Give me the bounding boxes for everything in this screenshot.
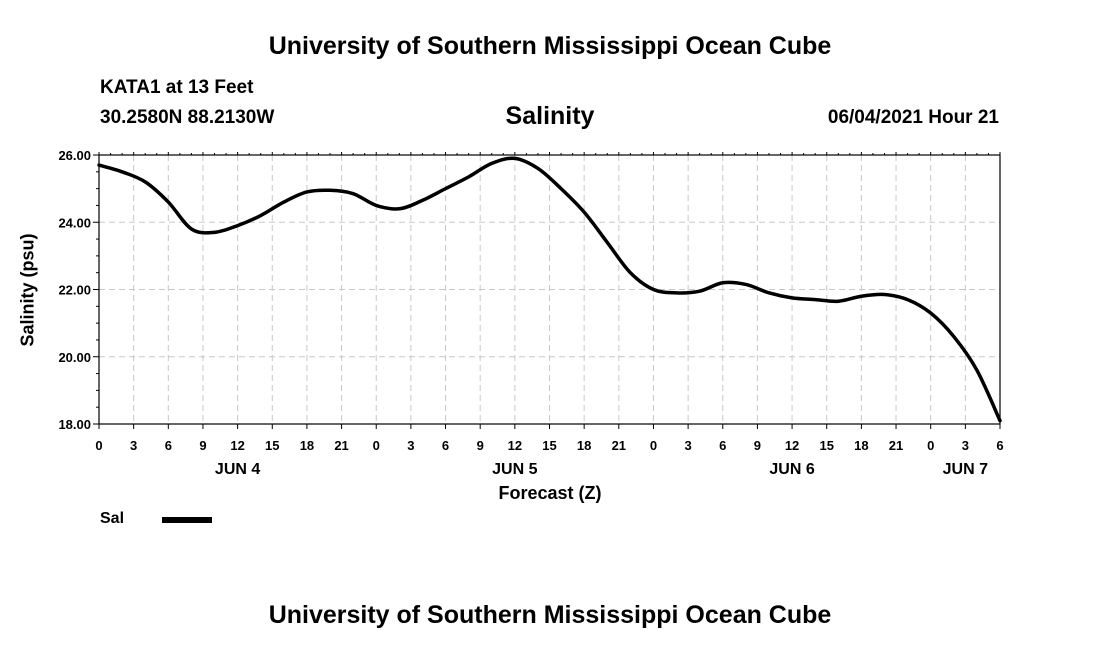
x-tick-label: 12: [785, 438, 799, 453]
x-tick-label: 12: [230, 438, 244, 453]
x-tick-label: 12: [508, 438, 522, 453]
x-tick-label: 18: [577, 438, 591, 453]
x-tick-label: 0: [95, 438, 102, 453]
x-tick-label: 21: [334, 438, 348, 453]
x-tick-label: 9: [754, 438, 761, 453]
x-tick-label: 6: [719, 438, 726, 453]
legend-swatch: [162, 517, 212, 523]
x-tick-label: 15: [819, 438, 833, 453]
station-label: KATA1 at 13 Feet: [100, 77, 254, 98]
series-layer: [97, 156, 1002, 423]
x-tick-label: 15: [265, 438, 279, 453]
x-tick-label: 0: [373, 438, 380, 453]
x-tick-label: 3: [962, 438, 969, 453]
x-tick-label: 15: [542, 438, 556, 453]
y-tick-label: 18.00: [58, 417, 91, 432]
x-axis-label: Forecast (Z): [498, 483, 602, 503]
day-label: JUN 6: [769, 461, 814, 478]
x-tick-label: 3: [684, 438, 691, 453]
x-tick-label: 9: [477, 438, 484, 453]
day-label: JUN 5: [492, 461, 537, 478]
y-tick-label: 24.00: [58, 215, 91, 230]
y-axis-label: Salinity (psu): [17, 233, 38, 347]
legend-label: Sal: [100, 510, 125, 527]
x-tick-label: 6: [165, 438, 172, 453]
x-tick-label: 3: [407, 438, 414, 453]
y-tick-label: 22.00: [58, 283, 91, 298]
y-tick-label: 26.00: [58, 148, 91, 163]
forecast-datetime: 06/04/2021 Hour 21: [827, 107, 999, 128]
x-tick-label: 6: [996, 438, 1003, 453]
x-tick-label: 21: [612, 438, 626, 453]
x-tick-label: 6: [442, 438, 449, 453]
labels: 18.00 20.00 22.00 24.00 26.00 0 3 6 9 12 15 18 21 0 3 6…: [58, 148, 1003, 478]
chart-title-bottom: University of Southern Mississippi Ocean…: [268, 601, 832, 629]
chart-title-top: University of Southern Mississippi Ocean…: [268, 32, 832, 60]
x-tick-label: 18: [300, 438, 314, 453]
x-tick-label: 21: [889, 438, 903, 453]
x-tick-label: 3: [130, 438, 137, 453]
series-line-sal: [97, 156, 1002, 423]
variable-title: Salinity: [505, 102, 595, 130]
station-coordinates: 30.2580N 88.2130W: [100, 107, 275, 128]
x-tick-label: 9: [199, 438, 206, 453]
day-label: JUN 7: [943, 461, 988, 478]
plot-frame: [98, 154, 1001, 425]
x-tick-label: 18: [854, 438, 868, 453]
axes: [93, 152, 1001, 429]
x-tick-label: 0: [927, 438, 934, 453]
y-tick-label: 20.00: [58, 350, 91, 365]
day-label: JUN 4: [215, 461, 260, 478]
x-tick-label: 0: [650, 438, 657, 453]
grid: [99, 155, 1000, 424]
